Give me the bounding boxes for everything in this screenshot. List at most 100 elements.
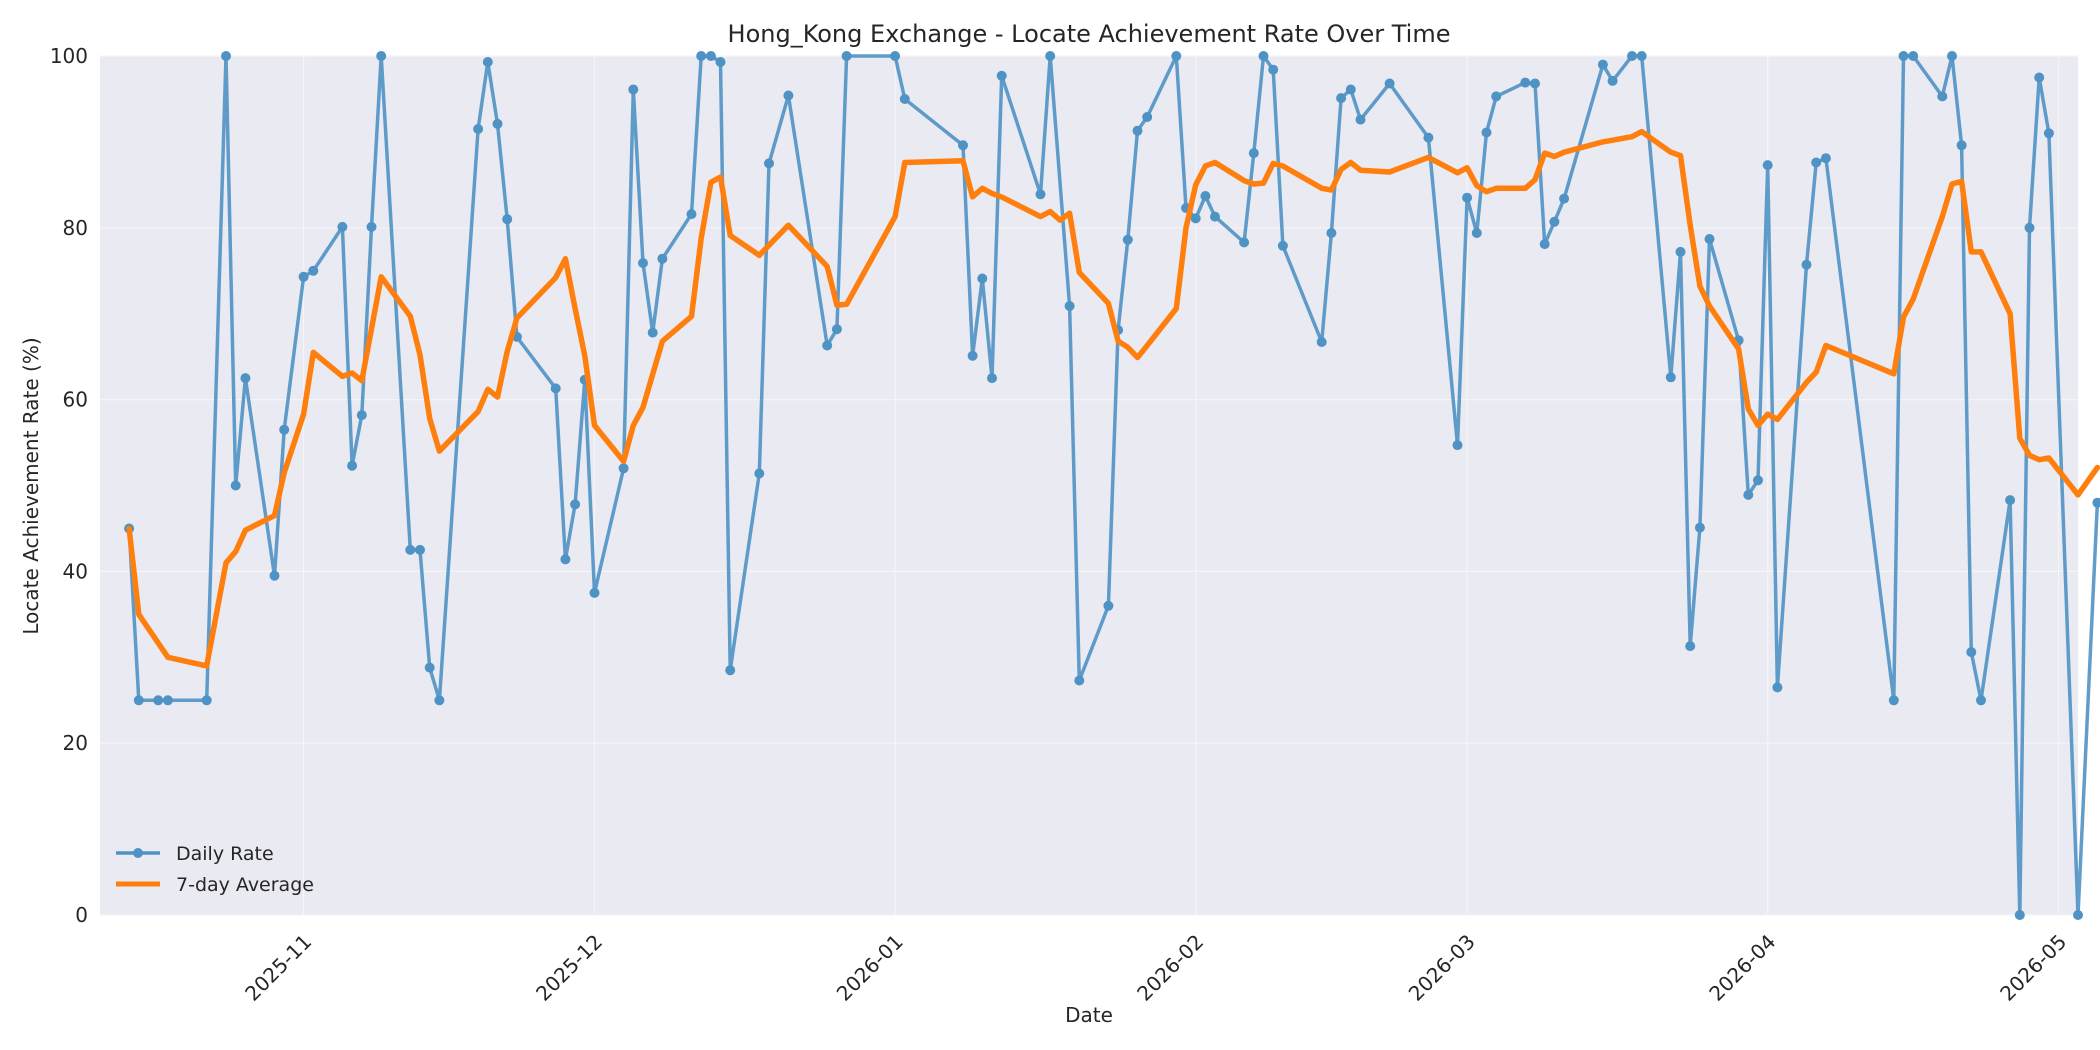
data-point-daily-rate [2092,497,2100,508]
data-point-daily-rate [899,94,910,104]
legend: Daily Rate 7-day Average [116,843,314,896]
series-group [124,51,2100,920]
data-point-daily-rate [201,695,212,706]
data-point-daily-rate [492,118,503,129]
data-point-daily-rate [2034,72,2045,83]
data-point-daily-rate [1539,239,1550,250]
data-point-daily-rate [560,554,571,565]
data-point-daily-rate [1471,228,1482,238]
data-point-daily-rate [1976,695,1986,706]
data-point-daily-rate [1704,234,1715,244]
y-tick-label: 0 [75,903,88,927]
data-point-daily-rate [1762,160,1773,171]
data-point-daily-rate [958,140,968,151]
data-point-daily-rate [1074,675,1085,686]
data-point-daily-rate [473,124,484,134]
data-point-daily-rate [570,499,581,510]
data-point-daily-rate [415,544,425,555]
data-point-daily-rate [1694,522,1705,533]
data-point-daily-rate [1772,682,1783,693]
data-point-daily-rate [1200,191,1211,201]
y-tick-label: 40 [63,559,88,583]
data-point-daily-rate [1898,51,1909,61]
data-point-daily-rate [1064,301,1075,311]
data-point-daily-rate [1122,234,1133,245]
data-point-daily-rate [1520,77,1531,88]
legend-item-daily-rate: Daily Rate [116,843,274,865]
data-point-daily-rate [2043,128,2054,139]
data-point-daily-rate [153,695,164,706]
data-point-daily-rate [1627,51,1637,61]
legend-label-daily-rate: Daily Rate [176,843,274,865]
data-point-daily-rate [133,695,144,706]
data-point-daily-rate [1530,78,1540,89]
data-point-daily-rate [1336,93,1347,104]
data-point-daily-rate [967,350,978,361]
y-tick-label: 60 [63,388,88,412]
x-axis-label: Date [1065,1003,1113,1027]
data-point-daily-rate [628,84,639,95]
data-point-daily-rate [502,214,513,225]
data-point-daily-rate [715,57,726,67]
data-point-daily-rate [696,51,707,61]
data-point-daily-rate [1956,140,1967,151]
data-point-daily-rate [1947,51,1957,61]
data-point-daily-rate [638,258,648,268]
data-point-daily-rate [308,265,319,276]
data-point-daily-rate [589,587,600,598]
data-point-daily-rate [754,468,765,479]
legend-item-7-day-average: 7-day Average [116,874,314,896]
data-point-daily-rate [1248,148,1259,159]
data-point-daily-rate [1966,647,1977,658]
y-tick-label: 80 [63,216,88,240]
series-line-7-day-average [126,128,2100,669]
data-point-daily-rate [1665,372,1676,383]
data-point-daily-rate [279,424,290,435]
data-point-daily-rate [725,665,736,676]
data-point-daily-rate [1675,246,1686,257]
data-point-daily-rate [1549,216,1560,227]
data-point-daily-rate [1753,475,1763,486]
data-point-daily-rate [1103,600,1114,611]
data-point-daily-rate [298,271,309,282]
y-tick-label: 100 [50,44,88,68]
data-point-daily-rate [705,51,716,61]
data-point-daily-rate [977,273,988,284]
data-point-daily-rate [162,695,173,706]
data-point-daily-rate [240,373,251,384]
legend-label-7-day-average: 7-day Average [176,874,314,896]
plot-area-background [100,56,2078,915]
data-point-daily-rate [890,51,901,61]
data-point-daily-rate [2014,910,2025,920]
data-point-daily-rate [356,410,367,421]
data-point-daily-rate [1743,489,1754,500]
data-point-daily-rate [1142,112,1153,122]
data-point-daily-rate [1423,132,1434,143]
data-point-daily-rate [337,221,348,232]
data-point-daily-rate [1258,51,1269,61]
data-point-daily-rate [2024,222,2035,233]
data-point-daily-rate [764,158,774,169]
data-point-daily-rate [376,51,387,61]
chart-title: Hong_Kong Exchange - Locate Achievement … [728,20,1451,48]
data-point-daily-rate [1171,51,1182,61]
data-point-daily-rate [1045,51,1056,61]
data-point-daily-rate [1239,237,1250,248]
data-point-daily-rate [1355,114,1366,125]
data-point-daily-rate [1559,193,1570,204]
data-point-daily-rate [2005,495,2016,506]
data-point-daily-rate [434,695,445,706]
data-point-daily-rate [1384,78,1395,89]
data-point-daily-rate [482,57,493,67]
data-point-daily-rate [1937,91,1948,102]
data-point-daily-rate [686,209,697,220]
data-point-daily-rate [550,383,561,394]
data-point-daily-rate [1908,51,1919,61]
data-point-daily-rate [230,480,241,491]
data-point-daily-rate [1035,189,1046,200]
legend-marker-daily-rate [133,848,143,858]
data-point-daily-rate [1190,213,1201,224]
data-point-daily-rate [1597,59,1608,70]
data-point-daily-rate [1345,84,1356,95]
